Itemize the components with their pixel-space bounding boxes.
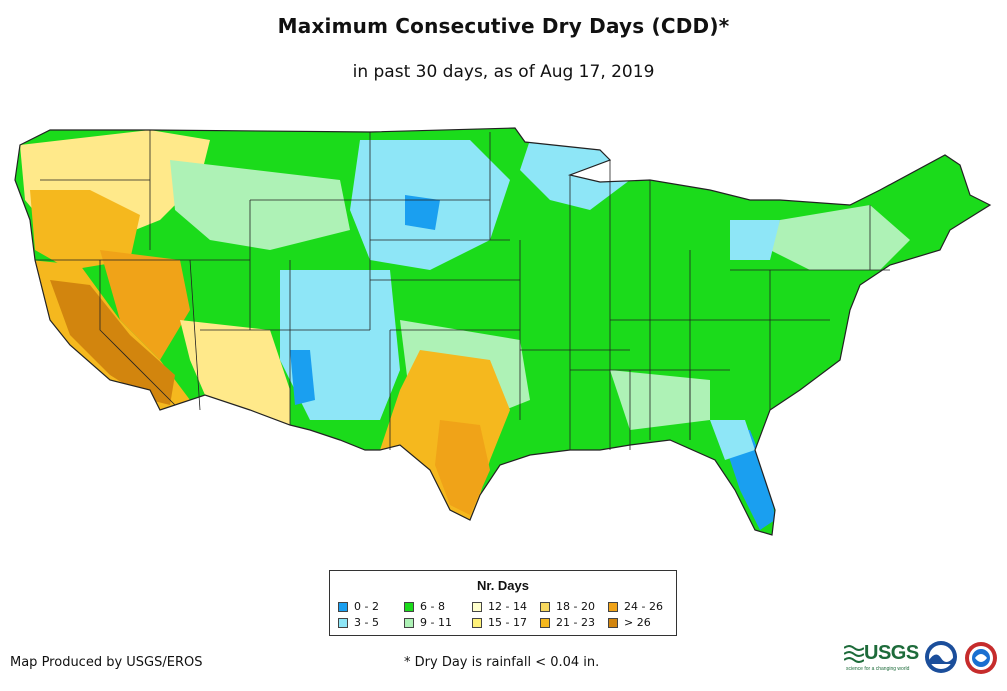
border-ca-nv [99, 260, 176, 406]
legend-label: 9 - 11 [420, 616, 452, 629]
legend-swatch [608, 601, 618, 612]
nws-logo-icon [965, 642, 997, 674]
legend-label: 15 - 17 [488, 616, 527, 629]
legend-label: 21 - 23 [556, 616, 595, 629]
region-great-lakes [730, 220, 780, 260]
legend-label: 24 - 26 [624, 600, 663, 613]
region-southeast [610, 370, 710, 430]
region-northeast [770, 205, 910, 270]
cdd-map [10, 120, 1000, 550]
legend-item: 9 - 11 [404, 616, 472, 629]
legend-swatch [540, 617, 550, 628]
legend-label: 3 - 5 [354, 616, 379, 629]
legend-swatch [472, 601, 482, 612]
legend-item: 0 - 2 [338, 600, 404, 613]
credit-text: Map Produced by USGS/EROS [10, 655, 203, 670]
legend-item: 24 - 26 [608, 600, 674, 613]
state-borders [35, 130, 890, 450]
region-north-florida [710, 420, 755, 460]
legend-item: 15 - 17 [472, 616, 540, 629]
legend-swatch [404, 601, 414, 612]
legend-label: 6 - 8 [420, 600, 445, 613]
legend-label: 0 - 2 [354, 600, 379, 613]
agency-logos: USGS science for a changing world [842, 638, 1002, 678]
legend-item: 21 - 23 [540, 616, 608, 629]
legend-item: 6 - 8 [404, 600, 472, 613]
legend-item: > 26 [608, 616, 674, 629]
legend: Nr. Days 0 - 2 6 - 8 12 - 14 18 - 20 24 - 26… [329, 570, 677, 636]
region-oregon-dry [30, 190, 140, 270]
region-northern-rockies [170, 160, 350, 250]
legend-swatch [472, 617, 482, 628]
legend-item: 18 - 20 [540, 600, 608, 613]
legend-label: > 26 [624, 616, 651, 629]
legend-swatch [338, 617, 348, 628]
legend-swatch [404, 617, 414, 628]
legend-item: 3 - 5 [338, 616, 404, 629]
usgs-tagline: science for a changing world [846, 666, 910, 672]
legend-swatch [608, 617, 618, 628]
region-texas-very-dry [435, 420, 490, 515]
legend-swatch [540, 601, 550, 612]
legend-label: 18 - 20 [556, 600, 595, 613]
border-nv-az [189, 259, 201, 411]
legend-grid: 0 - 2 6 - 8 12 - 14 18 - 20 24 - 26 3 - 5 9 - … [338, 600, 674, 629]
region-arizona [180, 320, 290, 425]
legend-label: 12 - 14 [488, 600, 527, 613]
legend-swatch [338, 601, 348, 612]
legend-title: Nr. Days [476, 578, 530, 593]
region-dakota-wet [405, 195, 440, 230]
usgs-wave-icon [844, 645, 864, 663]
map-subtitle: in past 30 days, as of Aug 17, 2019 [352, 62, 655, 82]
us-outline [14, 127, 992, 536]
region-great-basin [100, 250, 190, 360]
region-nm-wet [290, 350, 315, 405]
noaa-logo-icon [925, 641, 957, 673]
usgs-logo-text: USGS [864, 642, 919, 664]
footnote-text: * Dry Day is rainfall < 0.04 in. [404, 655, 600, 670]
map-title: Maximum Consecutive Dry Days (CDD)* [277, 14, 730, 38]
legend-item: 12 - 14 [472, 600, 540, 613]
